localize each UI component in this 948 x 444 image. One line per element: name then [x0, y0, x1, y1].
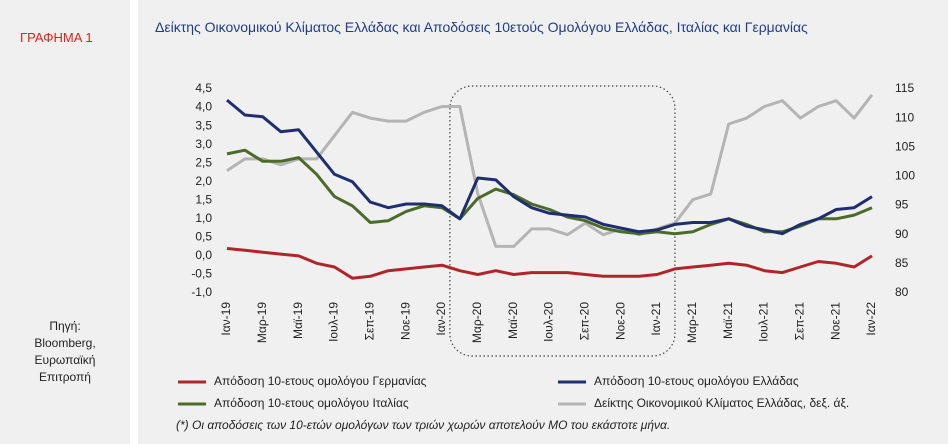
y2-tick-label: 110 — [895, 110, 914, 124]
y-tick-label: 0,5 — [195, 230, 212, 244]
y-tick-label: 4,0 — [195, 100, 212, 114]
x-tick-label: Μαϊ-19 — [291, 302, 305, 339]
x-tick-label: Μαρ-19 — [255, 302, 269, 343]
x-tick-label: Μαρ-21 — [685, 302, 699, 343]
panel-label: ΓΡΑΦΗΜΑ 1 — [20, 30, 93, 45]
y-tick-label: 3,0 — [195, 137, 212, 151]
series-line — [226, 93, 874, 248]
x-tick-label: Νοε-19 — [398, 302, 412, 340]
chart-title: Δείκτης Οικονομικού Κλίματος Ελλάδας και… — [155, 19, 808, 35]
source-line: Επιτροπή — [39, 370, 91, 384]
source-line: Πηγή: — [49, 319, 81, 333]
footnote: (*) Οι αποδόσεις των 10-ετών ομολόγων τω… — [176, 418, 670, 432]
left-panel: ΓΡΑΦΗΜΑ 1 Πηγή: Bloomberg, Ευρωπαϊκή Επιτρο… — [0, 0, 130, 444]
series-line — [226, 98, 873, 236]
y2-tick-label: 80 — [895, 285, 909, 299]
x-tick-label: Μαϊ-20 — [506, 302, 520, 339]
legend-label: Απόδοση 10-ετους ομολόγου Ελλάδας — [594, 374, 799, 388]
y2-tick-label: 85 — [895, 256, 909, 270]
x-tick-label: Ιαν-22 — [864, 302, 878, 336]
y-tick-label: 3,5 — [195, 118, 212, 132]
legend-label: Απόδοση 10-ετους ομολόγου Γερμανίας — [214, 374, 427, 388]
x-tick-label: Ιαν-20 — [434, 302, 448, 336]
y-tick-label: 4,5 — [195, 81, 212, 95]
y-tick-label: 1,5 — [195, 192, 212, 206]
x-tick-label: Νοε-21 — [828, 302, 842, 340]
x-tick-label: Ιουλ-21 — [757, 302, 771, 342]
source-line: Bloomberg, — [34, 336, 96, 350]
x-tick-label: Ιουλ-20 — [542, 302, 556, 342]
y2-tick-label: 90 — [895, 227, 909, 241]
y-tick-label: 0,0 — [195, 248, 212, 262]
y2-tick-label: 105 — [895, 139, 915, 153]
series-line — [226, 247, 873, 280]
x-tick-label: Μαρ-20 — [470, 302, 484, 343]
y-tick-label: 1,0 — [195, 211, 212, 225]
y2-tick-label: 115 — [895, 81, 914, 95]
legend-label: Απόδοση 10-ετους ομολόγου Ιταλίας — [214, 396, 409, 410]
y2-tick-label: 100 — [895, 169, 915, 183]
source: Πηγή: Bloomberg, Ευρωπαϊκή Επιτροπή — [0, 318, 130, 386]
x-tick-label: Νοε-20 — [613, 302, 627, 340]
y-tick-label: -1,0 — [191, 285, 212, 299]
x-tick-label: Ιαν-19 — [219, 302, 233, 336]
series-line — [226, 148, 873, 236]
x-tick-label: Ιουλ-19 — [327, 302, 341, 342]
x-tick-label: Σεπ-20 — [578, 302, 592, 341]
x-tick-label: Σεπ-19 — [363, 302, 377, 341]
x-tick-label: Ιαν-21 — [649, 302, 663, 336]
x-tick-label: Μαϊ-21 — [721, 302, 735, 339]
y-tick-label: -0,5 — [191, 267, 212, 281]
legend-label: Δείκτης Οικονομικού Κλίματος Ελλάδας, δε… — [594, 396, 849, 410]
y2-tick-label: 95 — [895, 198, 909, 212]
y-tick-label: 2,0 — [195, 174, 212, 188]
x-tick-label: Σεπ-21 — [793, 302, 807, 341]
source-line: Ευρωπαϊκή — [34, 353, 96, 367]
y-tick-label: 2,5 — [195, 155, 212, 169]
